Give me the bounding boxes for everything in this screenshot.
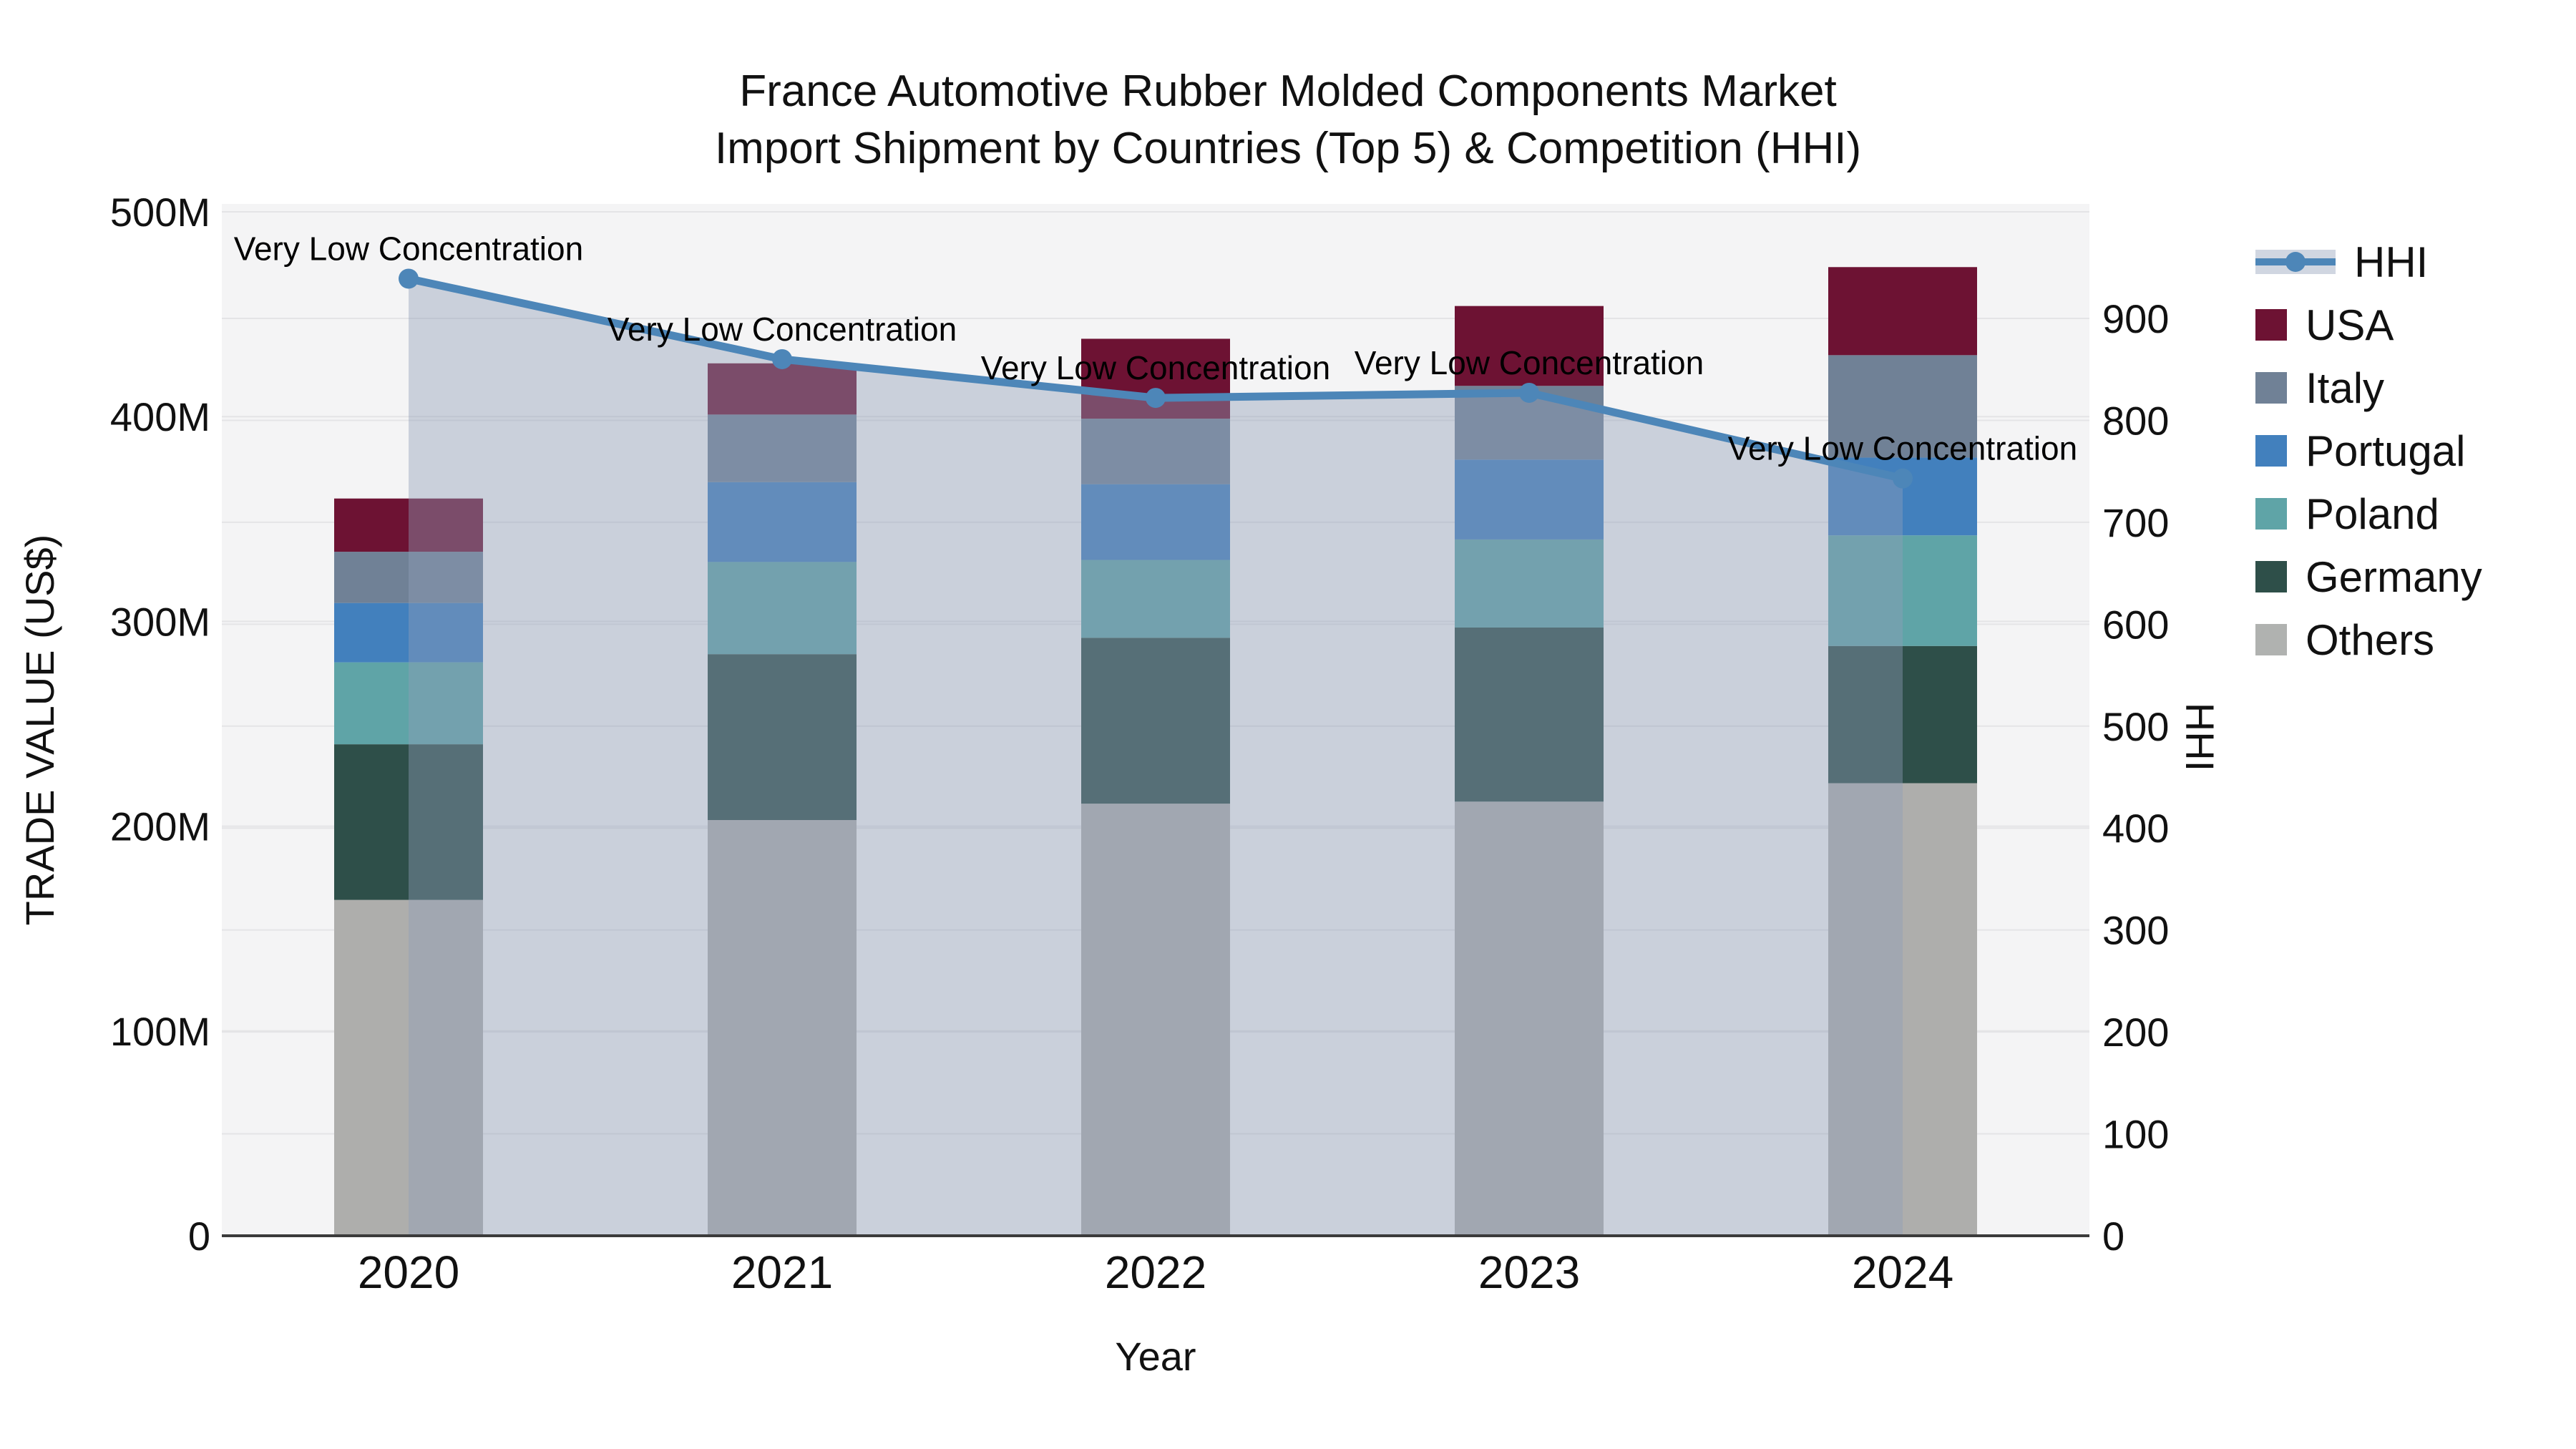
legend-swatch-others bbox=[2255, 624, 2287, 655]
bar-segment-poland-2021 bbox=[708, 562, 857, 655]
annotation-very-low-concentration-2024: Very Low Concentration bbox=[1728, 430, 2077, 467]
legend-item-usa[interactable]: USA bbox=[2255, 293, 2482, 356]
right-axis-tick-900: 900 bbox=[2102, 296, 2169, 341]
legend-label-germany: Germany bbox=[2306, 552, 2482, 601]
legend-swatch-portugal bbox=[2255, 435, 2287, 467]
legend: HHI USA Italy Portugal Poland Germany Others bbox=[2255, 230, 2482, 671]
legend-label-usa: USA bbox=[2306, 301, 2394, 349]
right-axis-tick-600: 600 bbox=[2102, 602, 2169, 647]
bar-segment-poland-2020 bbox=[334, 662, 483, 745]
legend-item-others[interactable]: Others bbox=[2255, 608, 2482, 671]
hhi-marker-2020 bbox=[399, 268, 419, 289]
x-axis-tick-2020: 2020 bbox=[358, 1246, 459, 1298]
legend-swatch-usa bbox=[2255, 309, 2287, 341]
legend-item-hhi[interactable]: HHI bbox=[2255, 230, 2482, 293]
bar-segment-others-2021 bbox=[708, 820, 857, 1236]
legend-label-poland: Poland bbox=[2306, 489, 2439, 538]
bar-segment-usa-2020 bbox=[334, 498, 483, 552]
bar-segment-poland-2024 bbox=[1828, 535, 1977, 646]
annotation-very-low-concentration-2023: Very Low Concentration bbox=[1355, 344, 1704, 381]
hhi-area-fill bbox=[409, 278, 1903, 1236]
legend-label-hhi: HHI bbox=[2354, 238, 2429, 286]
x-axis-tick-2021: 2021 bbox=[731, 1246, 833, 1298]
legend-item-portugal[interactable]: Portugal bbox=[2255, 419, 2482, 482]
legend-item-germany[interactable]: Germany bbox=[2255, 545, 2482, 608]
bar-segment-usa-2023 bbox=[1455, 306, 1604, 386]
left-axis-tick-200M: 200M bbox=[110, 804, 210, 849]
bar-segment-germany-2020 bbox=[334, 744, 483, 900]
left-axis-tick-400M: 400M bbox=[110, 394, 210, 439]
right-axis-tick-800: 800 bbox=[2102, 398, 2169, 443]
left-axis-title: TRADE VALUE (US$) bbox=[17, 535, 62, 926]
right-axis-tick-400: 400 bbox=[2102, 806, 2169, 851]
chart-title-line2: Import Shipment by Countries (Top 5) & C… bbox=[714, 124, 1862, 173]
right-axis-tick-700: 700 bbox=[2102, 500, 2169, 545]
left-axis-tick-500M: 500M bbox=[110, 190, 210, 235]
bar-segment-others-2022 bbox=[1081, 804, 1230, 1236]
bar-segment-usa-2024 bbox=[1828, 267, 1977, 356]
bar-segment-germany-2023 bbox=[1455, 627, 1604, 802]
left-axis-tick-0: 0 bbox=[188, 1214, 210, 1259]
x-axis-tick-2022: 2022 bbox=[1105, 1246, 1206, 1298]
annotation-very-low-concentration-2021: Very Low Concentration bbox=[608, 311, 957, 348]
right-axis-tick-100: 100 bbox=[2102, 1112, 2169, 1157]
right-axis-tick-200: 200 bbox=[2102, 1010, 2169, 1055]
hhi-legend-marker-dot bbox=[2285, 252, 2306, 272]
left-axis-tick-300M: 300M bbox=[110, 599, 210, 644]
bar-segment-others-2023 bbox=[1455, 801, 1604, 1236]
hhi-marker-2023 bbox=[1519, 382, 1539, 403]
chart-title: France Automotive Rubber Molded Componen… bbox=[0, 63, 2576, 177]
legend-item-italy[interactable]: Italy bbox=[2255, 356, 2482, 419]
x-axis-title: Year bbox=[1115, 1334, 1196, 1379]
bar-segment-italy-2024 bbox=[1828, 355, 1977, 458]
bar-segment-portugal-2023 bbox=[1455, 459, 1604, 540]
bar-segment-portugal-2022 bbox=[1081, 484, 1230, 560]
right-axis-tick-300: 300 bbox=[2102, 908, 2169, 953]
bar-segment-poland-2023 bbox=[1455, 539, 1604, 628]
legend-label-others: Others bbox=[2306, 615, 2435, 664]
legend-swatch-germany bbox=[2255, 561, 2287, 592]
x-axis-tick-2023: 2023 bbox=[1478, 1246, 1580, 1298]
bar-segment-portugal-2021 bbox=[708, 482, 857, 562]
hhi-line-legend-icon bbox=[2255, 250, 2336, 274]
bar-segment-germany-2021 bbox=[708, 654, 857, 821]
bar-segment-portugal-2020 bbox=[334, 602, 483, 663]
hhi-marker-2024 bbox=[1893, 468, 1913, 489]
right-axis-title: HHI bbox=[2177, 703, 2223, 771]
legend-label-italy: Italy bbox=[2306, 364, 2385, 412]
bar-segment-italy-2022 bbox=[1081, 419, 1230, 484]
right-axis-tick-500: 500 bbox=[2102, 704, 2169, 749]
legend-item-poland[interactable]: Poland bbox=[2255, 482, 2482, 545]
chart-title-line1: France Automotive Rubber Molded Componen… bbox=[739, 67, 1837, 116]
bar-segment-italy-2021 bbox=[708, 414, 857, 482]
bar-segment-italy-2020 bbox=[334, 552, 483, 603]
bar-segment-others-2024 bbox=[1828, 783, 1977, 1236]
legend-label-portugal: Portugal bbox=[2306, 426, 2466, 475]
right-axis-tick-0: 0 bbox=[2102, 1214, 2124, 1259]
annotation-very-low-concentration-2020: Very Low Concentration bbox=[234, 230, 583, 267]
bar-segment-poland-2022 bbox=[1081, 560, 1230, 638]
left-axis-tick-100M: 100M bbox=[110, 1009, 210, 1054]
bar-segment-germany-2022 bbox=[1081, 638, 1230, 804]
x-axis-tick-2024: 2024 bbox=[1852, 1246, 1953, 1298]
bar-segment-usa-2021 bbox=[708, 363, 857, 415]
annotation-very-low-concentration-2022: Very Low Concentration bbox=[981, 349, 1330, 386]
bar-segment-others-2020 bbox=[334, 899, 483, 1236]
hhi-marker-2022 bbox=[1146, 388, 1166, 409]
hhi-marker-2021 bbox=[772, 348, 792, 369]
bar-segment-germany-2024 bbox=[1828, 645, 1977, 784]
legend-swatch-italy bbox=[2255, 372, 2287, 404]
legend-swatch-poland bbox=[2255, 498, 2287, 530]
